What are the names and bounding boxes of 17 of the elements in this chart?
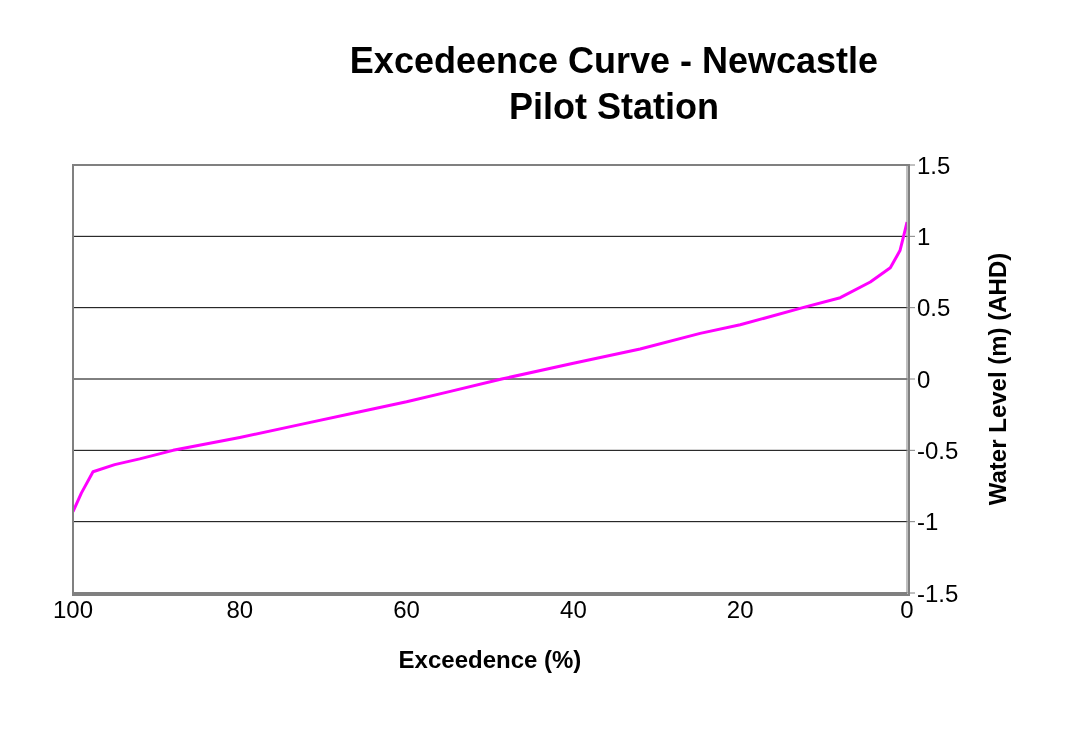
x-tick-label: 80	[226, 596, 254, 624]
y-tick-label: 1.5	[917, 151, 951, 179]
y-tick-label: -1.5	[917, 579, 959, 607]
x-tick-label: 0	[900, 596, 914, 624]
x-tick-label: 20	[726, 596, 754, 624]
x-axis-title: Exceedence (%)	[398, 646, 582, 673]
x-tick-label: 60	[393, 596, 420, 624]
y-axis-title: Water Level (m) (AHD)	[983, 252, 1011, 506]
y-tick-label: 0	[917, 365, 931, 393]
chart-title: Excedeence Curve - Newcastle Pilot Station	[348, 39, 880, 129]
y-tick-label: -0.5	[917, 436, 959, 464]
x-tick-label: 40	[560, 596, 587, 624]
y-tick-label: 1	[917, 222, 931, 250]
x-tick-label: 100	[52, 596, 94, 624]
y-tick-label: -1	[917, 508, 939, 536]
line-series	[73, 220, 907, 514]
y-tick-label: 0.5	[917, 294, 951, 322]
